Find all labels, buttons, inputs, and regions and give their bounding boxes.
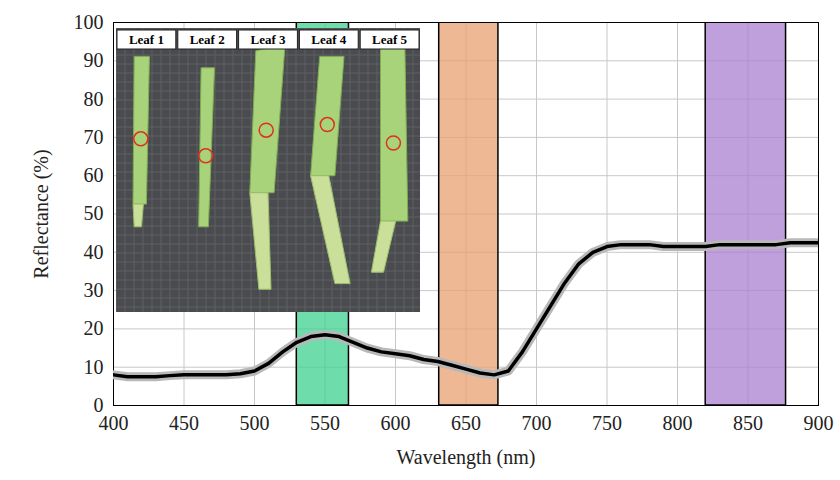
svg-text:Leaf 2: Leaf 2 — [190, 32, 225, 47]
svg-text:90: 90 — [84, 49, 104, 71]
svg-text:Reflectance (%): Reflectance (%) — [30, 149, 53, 278]
svg-text:50: 50 — [84, 202, 104, 224]
svg-text:750: 750 — [592, 412, 622, 434]
svg-text:30: 30 — [84, 279, 104, 301]
svg-text:400: 400 — [99, 412, 129, 434]
svg-text:500: 500 — [240, 412, 270, 434]
svg-text:600: 600 — [381, 412, 411, 434]
svg-text:70: 70 — [84, 126, 104, 148]
svg-text:10: 10 — [84, 356, 104, 378]
svg-text:700: 700 — [522, 412, 552, 434]
svg-text:Leaf 5: Leaf 5 — [372, 32, 408, 47]
svg-text:550: 550 — [310, 412, 340, 434]
svg-text:0: 0 — [93, 393, 104, 416]
svg-text:900: 900 — [804, 412, 834, 434]
svg-text:450: 450 — [169, 412, 199, 434]
svg-text:20: 20 — [84, 317, 104, 339]
svg-text:Wavelength (nm): Wavelength (nm) — [397, 446, 536, 469]
svg-text:Leaf 3: Leaf 3 — [250, 32, 286, 47]
svg-text:80: 80 — [84, 88, 104, 110]
svg-text:850: 850 — [733, 412, 763, 434]
svg-text:Leaf 1: Leaf 1 — [129, 32, 164, 47]
svg-text:100: 100 — [74, 11, 104, 33]
svg-text:Leaf 4: Leaf 4 — [311, 32, 347, 47]
svg-text:40: 40 — [84, 241, 104, 263]
svg-text:60: 60 — [84, 164, 104, 186]
svg-text:650: 650 — [451, 412, 481, 434]
svg-text:800: 800 — [663, 412, 693, 434]
